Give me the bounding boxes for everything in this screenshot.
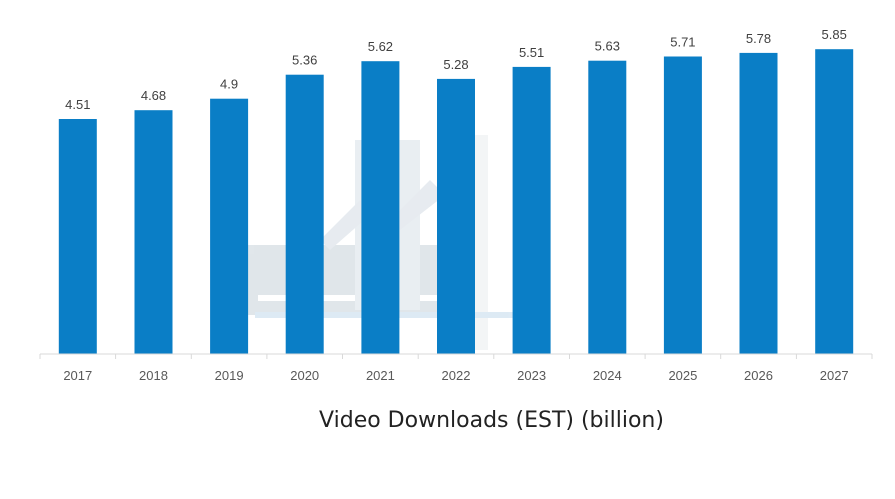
data-label-2017: 4.51	[65, 97, 90, 112]
x-tick-label-2019: 2019	[215, 368, 244, 383]
bar-2017	[58, 119, 97, 354]
bar-2024	[588, 60, 627, 354]
x-tick-label-2027: 2027	[820, 368, 849, 383]
bar-2023	[512, 66, 551, 355]
x-tick-label-2024: 2024	[593, 368, 622, 383]
x-ticks-group	[39, 354, 873, 359]
data-label-2025: 5.71	[670, 35, 695, 50]
bars-group	[58, 49, 854, 355]
bar-2020	[285, 74, 324, 354]
x-tick-label-2017: 2017	[63, 368, 92, 383]
data-label-2027: 5.85	[822, 27, 847, 42]
bar-2021	[361, 61, 400, 354]
x-tick-label-2023: 2023	[517, 368, 546, 383]
data-label-2026: 5.78	[746, 31, 771, 46]
x-tick-labels-group: 2017 2018 2019 2020 2021 2022 2023 2024 2025 2026…	[63, 368, 848, 383]
x-tick-label-2026: 2026	[744, 368, 773, 383]
bar-2027	[815, 49, 854, 354]
data-label-2023: 5.51	[519, 45, 544, 60]
x-axis-title: Video Downloads (EST) (billion)	[319, 408, 664, 433]
data-label-2019: 4.9	[220, 77, 238, 92]
bar-2018	[134, 110, 173, 354]
bar-2026	[739, 52, 778, 355]
x-tick-label-2022: 2022	[442, 368, 471, 383]
x-tick-label-2025: 2025	[668, 368, 697, 383]
bar-2022	[437, 78, 475, 355]
data-label-2021: 5.62	[368, 39, 393, 54]
bar-2019	[210, 98, 249, 354]
data-label-2020: 5.36	[292, 53, 317, 68]
bar-2025	[663, 56, 702, 354]
x-tick-label-2018: 2018	[139, 368, 168, 383]
data-labels-group: 4.51 4.68 4.9 5.36 5.62 5.28 5.51 5.63 5.71 5.78 5…	[65, 27, 847, 112]
x-tick-label-2020: 2020	[290, 368, 319, 383]
data-label-2018: 4.68	[141, 88, 166, 103]
data-label-2022: 5.28	[443, 57, 468, 72]
x-tick-label-2021: 2021	[366, 368, 395, 383]
data-label-2024: 5.63	[595, 39, 620, 54]
